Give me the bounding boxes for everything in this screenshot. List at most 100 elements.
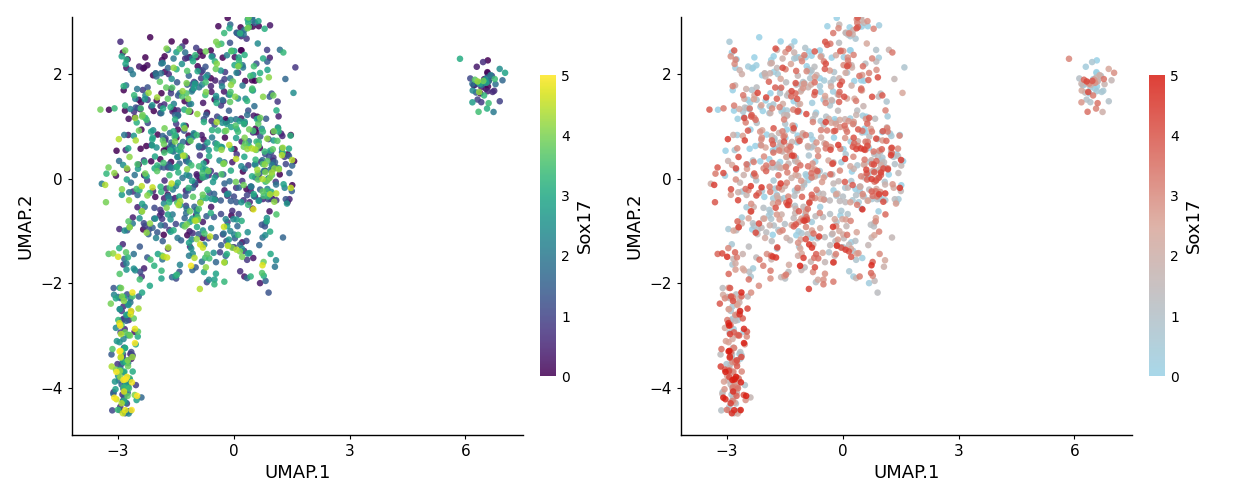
Point — [790, 262, 810, 270]
Point — [741, 200, 761, 208]
Point — [826, 117, 846, 125]
Point — [854, 161, 874, 169]
Point — [117, 356, 137, 364]
Point — [280, 195, 300, 203]
Point — [799, 83, 819, 91]
Point — [869, 166, 889, 174]
Point — [215, 180, 235, 188]
Point — [830, 197, 850, 205]
Point — [801, 234, 821, 242]
Point — [1081, 98, 1101, 106]
Point — [841, 253, 861, 261]
Point — [206, 258, 226, 266]
Point — [714, 104, 734, 112]
Point — [859, 114, 879, 122]
Point — [1081, 81, 1101, 89]
Point — [122, 220, 142, 228]
Point — [792, 184, 812, 192]
Point — [163, 100, 183, 108]
Point — [834, 234, 854, 242]
Point — [221, 197, 241, 205]
Point — [794, 78, 814, 86]
Point — [168, 201, 188, 209]
Point — [784, 124, 804, 132]
Point — [139, 89, 158, 97]
Point — [733, 132, 753, 140]
Point — [846, 256, 866, 264]
Point — [759, 109, 779, 117]
Point — [230, 267, 250, 275]
Point — [745, 142, 765, 150]
Point — [811, 133, 831, 141]
Point — [715, 147, 735, 155]
Point — [266, 211, 286, 219]
Point — [731, 368, 751, 376]
Point — [256, 168, 276, 176]
Point — [725, 375, 745, 383]
Point — [162, 273, 182, 281]
Point — [847, 142, 867, 150]
Point — [221, 116, 241, 124]
Point — [146, 69, 166, 77]
Point — [789, 207, 809, 215]
Point — [836, 125, 856, 133]
Point — [205, 190, 225, 198]
Point — [122, 70, 142, 78]
Point — [831, 207, 851, 215]
Point — [222, 158, 242, 166]
Point — [837, 62, 857, 70]
Point — [126, 104, 146, 112]
Point — [826, 250, 846, 258]
Point — [238, 161, 258, 169]
Point — [739, 186, 759, 194]
Point — [172, 87, 192, 95]
Point — [824, 158, 844, 166]
Point — [760, 221, 780, 229]
Point — [799, 285, 819, 293]
Point — [856, 170, 876, 178]
Point — [875, 196, 895, 204]
Point — [723, 297, 743, 305]
Point — [830, 81, 850, 89]
Point — [155, 149, 175, 157]
Point — [711, 345, 731, 353]
Point — [276, 75, 296, 83]
Point — [724, 131, 744, 139]
Point — [192, 169, 212, 177]
Point — [802, 218, 822, 226]
Point — [826, 222, 846, 230]
Point — [221, 227, 241, 235]
Point — [223, 77, 243, 85]
Point — [196, 78, 216, 86]
Point — [201, 46, 221, 54]
Point — [741, 207, 761, 215]
Point — [867, 135, 887, 143]
Point — [723, 315, 743, 323]
Point — [257, 214, 277, 222]
Point — [869, 174, 889, 182]
Point — [157, 211, 177, 219]
Point — [233, 30, 253, 38]
Point — [177, 54, 197, 62]
Point — [811, 53, 831, 61]
Point — [237, 35, 257, 43]
Point — [270, 46, 290, 54]
Point — [710, 362, 730, 370]
Point — [185, 80, 205, 88]
Point — [243, 86, 263, 94]
Point — [851, 84, 871, 92]
Point — [124, 132, 144, 140]
Point — [227, 222, 247, 230]
Point — [176, 37, 196, 45]
Point — [170, 201, 190, 209]
Point — [869, 54, 889, 62]
Point — [168, 106, 188, 114]
Point — [226, 134, 246, 142]
Point — [154, 136, 173, 144]
Point — [862, 272, 882, 280]
Point — [237, 191, 257, 199]
Point — [262, 161, 282, 169]
Point — [110, 403, 130, 411]
Point — [116, 146, 136, 154]
Point — [725, 379, 745, 387]
